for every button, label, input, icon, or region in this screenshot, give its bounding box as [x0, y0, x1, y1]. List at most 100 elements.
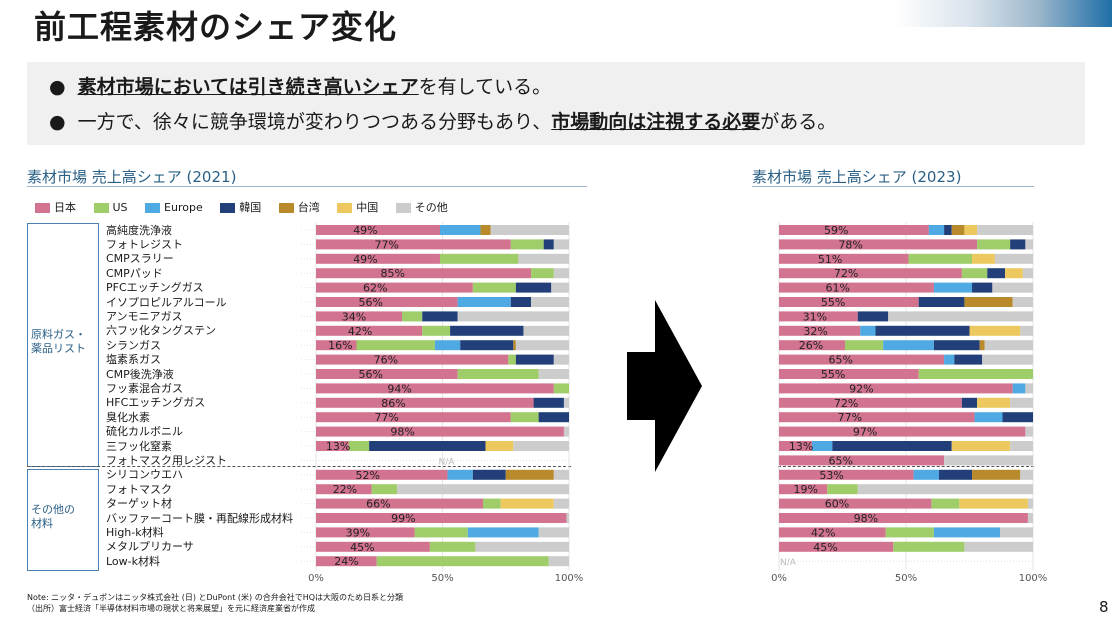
- bar-segment: [933, 527, 1000, 538]
- bar-segment: [964, 297, 1013, 307]
- bar-segment: [460, 340, 514, 351]
- bar-segment: [883, 340, 934, 351]
- bar-segment: [422, 325, 451, 336]
- chart-legend: 日本 US Europe 韓国 台湾 中国 その他: [35, 199, 462, 215]
- bar-segment: [1020, 325, 1033, 336]
- x-tick-label: 100%: [1019, 573, 1048, 584]
- bar-segment: [500, 498, 554, 509]
- bar-segment: [531, 297, 569, 307]
- legend-item-europe: Europe: [145, 201, 203, 214]
- legend-swatch: [93, 203, 109, 213]
- bar-segment: [779, 340, 846, 351]
- category-label: 六フッ化タングステン: [106, 324, 216, 338]
- category-label: シリコンウエハ: [106, 468, 183, 482]
- category-label: CMP後洗浄液: [106, 367, 174, 381]
- bar-segment: [888, 311, 1033, 322]
- data-label: 52%: [355, 469, 379, 482]
- bar-segment: [913, 469, 940, 480]
- group-box-other-materials: その他の 材料: [27, 469, 99, 571]
- bar-segment: [779, 455, 945, 466]
- bar-segment: [475, 541, 569, 552]
- category-label: HFCエッチングガス: [106, 396, 206, 410]
- data-label: 72%: [834, 397, 858, 410]
- bar-segment: [523, 325, 569, 336]
- bar-segment: [434, 340, 461, 351]
- bar-segment: [316, 340, 357, 351]
- data-label: 65%: [829, 354, 853, 367]
- bar-segment: [538, 527, 569, 538]
- bar-segment: [860, 325, 876, 336]
- bar-segment: [893, 541, 965, 552]
- bar-segment: [944, 354, 955, 365]
- bar-segment: [994, 253, 1033, 264]
- group-box-gases: 原料ガス・ 薬品リスト: [27, 223, 99, 467]
- bar-segment: [505, 469, 554, 480]
- bar-segment: [779, 426, 1026, 437]
- bar-segment: [513, 340, 516, 351]
- bar-segment: [1025, 383, 1033, 394]
- category-label: Low-k材料: [106, 554, 161, 568]
- bar-segment: [316, 325, 423, 336]
- page-title: 前工程素材のシェア変化: [34, 8, 398, 46]
- summary-box: ● 素材市場においては引き続き高いシェアを有している。 ● 一方で、徐々に競争環境が…: [27, 62, 1085, 145]
- bar-segment: [885, 527, 934, 538]
- data-label: 98%: [390, 426, 414, 439]
- bar-segment: [933, 340, 980, 351]
- bar-segment: [538, 412, 569, 423]
- bullet-dot-icon: ●: [49, 111, 66, 133]
- data-label: 16%: [328, 339, 352, 352]
- data-label: 61%: [825, 282, 849, 295]
- bar-segment: [316, 412, 511, 423]
- category-label: フォトマスク用レジスト: [106, 453, 227, 467]
- data-label: 42%: [348, 325, 372, 338]
- bar-segment: [779, 397, 962, 408]
- bar-segment: [472, 469, 506, 480]
- bar-segment: [316, 383, 554, 394]
- category-label: High-k材料: [106, 525, 164, 539]
- chart-2023-title: 素材市場 売上高シェア (2023): [752, 168, 962, 186]
- data-label: 92%: [849, 382, 873, 395]
- bar-segment: [316, 268, 532, 279]
- bar-segment: [779, 225, 929, 235]
- bar-segment: [553, 268, 569, 279]
- bar-segment: [467, 527, 539, 538]
- bar-segment: [961, 397, 978, 408]
- bar-segment: [316, 354, 509, 365]
- bar-segment: [1025, 239, 1033, 250]
- data-label: 78%: [838, 238, 862, 251]
- bar-segment: [316, 239, 511, 250]
- na-label: N/A: [439, 457, 456, 467]
- bar-segment: [918, 369, 1033, 379]
- bar-segment: [1027, 513, 1033, 523]
- bar-segment: [908, 253, 973, 264]
- bar-segment: [972, 469, 1021, 480]
- bar-segment: [450, 325, 524, 336]
- category-label: CMPパッド: [106, 266, 163, 280]
- bar-segment: [982, 354, 1033, 365]
- bar-segment: [510, 297, 532, 307]
- category-label: 三フッ化窒素: [106, 439, 172, 453]
- page-number: 8: [1099, 598, 1109, 616]
- category-label: 臭化水素: [106, 410, 150, 424]
- data-label: 49%: [353, 224, 377, 237]
- bullet-1-emphasis: 素材市場においては引き続き高いシェア: [77, 76, 419, 98]
- bar-segment: [987, 268, 1006, 279]
- bar-segment: [779, 268, 962, 279]
- legend-item-taiwan: 台湾: [278, 199, 320, 215]
- bar-segment: [977, 397, 1011, 408]
- bar-segment: [510, 412, 539, 423]
- bar-segment: [857, 311, 889, 322]
- bar-segment: [316, 469, 448, 480]
- bullet-2: ● 一方で、徐々に競争環境が変わりつつある分野もあり、市場動向は注視する必要がある…: [49, 111, 837, 133]
- bar-segment: [779, 253, 909, 264]
- bar-segment: [1025, 426, 1033, 437]
- right-arrow-icon: [627, 300, 702, 472]
- bar-segment: [779, 297, 919, 307]
- bar-segment: [928, 225, 945, 235]
- category-label: イソプロピルアルコール: [106, 295, 227, 309]
- header-decoration: [895, 0, 1112, 27]
- bar-segment: [1022, 268, 1033, 279]
- chart-2023-title-rule: [752, 186, 1034, 187]
- bar-segment: [480, 225, 491, 235]
- bar-segment: [316, 556, 377, 567]
